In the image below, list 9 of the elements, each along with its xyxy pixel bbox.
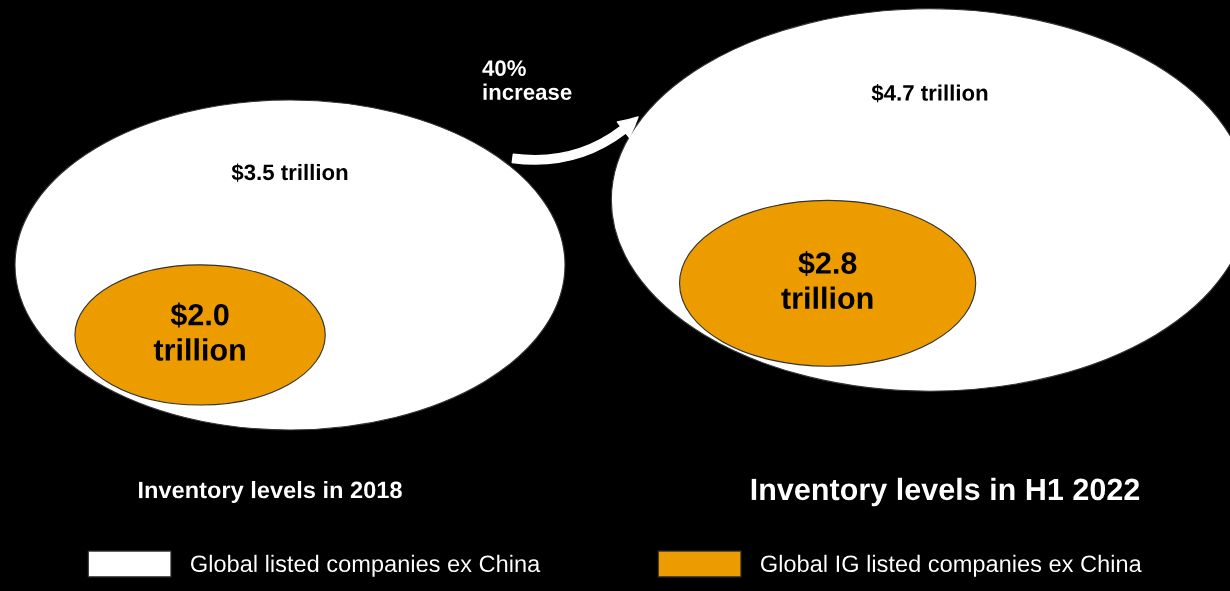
legend-label: Global IG listed companies ex China [761, 554, 1142, 577]
text: 40% increase [482, 60, 572, 100]
category-label: Inventory levels in 2018 [139, 481, 402, 504]
data-label: $3.5 trillion [231, 163, 348, 182]
data-label: $2.0 trillion [153, 302, 245, 361]
legend-label: Global listed companies ex China [191, 554, 541, 577]
category-label: Inventory levels in H1 2022 [751, 477, 1140, 507]
data-label: $2.8 trillion [781, 250, 873, 310]
data-label: $4.7 trillion [871, 84, 988, 103]
